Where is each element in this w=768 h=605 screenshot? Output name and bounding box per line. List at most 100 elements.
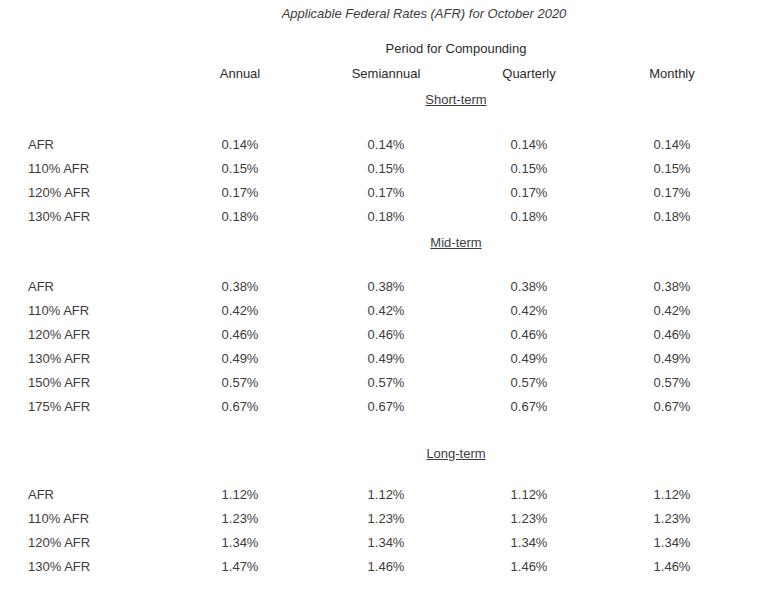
rate-cell: 1.47% bbox=[167, 554, 313, 578]
rate-cell: 1.34% bbox=[167, 530, 313, 554]
rate-cell: 1.46% bbox=[599, 554, 745, 578]
rate-cell: 0.14% bbox=[599, 132, 745, 156]
rate-cell: 0.17% bbox=[167, 180, 313, 204]
rate-cell: 0.49% bbox=[459, 346, 599, 370]
row-label: AFR bbox=[20, 132, 167, 156]
row-label: AFR bbox=[20, 482, 167, 506]
rate-cell: 0.15% bbox=[459, 156, 599, 180]
rate-cell: 1.23% bbox=[459, 506, 599, 530]
rate-cell: 0.17% bbox=[599, 180, 745, 204]
rate-cell: 1.12% bbox=[167, 482, 313, 506]
rate-cell: 0.14% bbox=[313, 132, 459, 156]
empty-cell bbox=[20, 228, 167, 256]
table-row: 175% AFR 0.67% 0.67% 0.67% 0.67% bbox=[20, 394, 745, 418]
row-label: 150% AFR bbox=[20, 370, 167, 394]
rate-cell: 0.18% bbox=[459, 204, 599, 228]
row-label: 120% AFR bbox=[20, 530, 167, 554]
column-header-monthly: Monthly bbox=[599, 60, 745, 86]
empty-cell bbox=[20, 36, 167, 60]
rate-cell: 0.57% bbox=[459, 370, 599, 394]
rate-cell: 1.12% bbox=[313, 482, 459, 506]
rate-cell: 0.17% bbox=[313, 180, 459, 204]
rate-cell: 0.49% bbox=[167, 346, 313, 370]
page-title: Applicable Federal Rates (AFR) for Octob… bbox=[0, 6, 768, 22]
rate-cell: 0.57% bbox=[313, 370, 459, 394]
rate-cell: 0.49% bbox=[313, 346, 459, 370]
group-header: Period for Compounding bbox=[167, 36, 745, 60]
table-row: 130% AFR 0.18% 0.18% 0.18% 0.18% bbox=[20, 204, 745, 228]
section-header-short-term: Short-term bbox=[167, 86, 745, 112]
rate-cell: 1.12% bbox=[459, 482, 599, 506]
rate-cell: 0.15% bbox=[313, 156, 459, 180]
row-label: 130% AFR bbox=[20, 554, 167, 578]
table-row: 130% AFR 1.47% 1.46% 1.46% 1.46% bbox=[20, 554, 745, 578]
rate-cell: 0.38% bbox=[167, 274, 313, 298]
empty-cell bbox=[20, 440, 167, 466]
rate-cell: 0.17% bbox=[459, 180, 599, 204]
spacer-row bbox=[20, 256, 745, 274]
rate-cell: 1.23% bbox=[167, 506, 313, 530]
empty-cell bbox=[20, 60, 167, 86]
rate-cell: 1.23% bbox=[313, 506, 459, 530]
rate-cell: 0.46% bbox=[459, 322, 599, 346]
afr-table: Period for Compounding Annual Semiannual… bbox=[20, 36, 745, 578]
rate-cell: 0.18% bbox=[313, 204, 459, 228]
section-header-long-term-label: Long-term bbox=[426, 446, 485, 461]
rate-cell: 1.12% bbox=[599, 482, 745, 506]
row-label: 130% AFR bbox=[20, 346, 167, 370]
row-label: 175% AFR bbox=[20, 394, 167, 418]
table-row: 110% AFR 1.23% 1.23% 1.23% 1.23% bbox=[20, 506, 745, 530]
table-row: AFR 1.12% 1.12% 1.12% 1.12% bbox=[20, 482, 745, 506]
rate-cell: 0.67% bbox=[459, 394, 599, 418]
rate-cell: 0.42% bbox=[167, 298, 313, 322]
table-row: 110% AFR 0.42% 0.42% 0.42% 0.42% bbox=[20, 298, 745, 322]
rate-cell: 0.46% bbox=[599, 322, 745, 346]
row-label: 120% AFR bbox=[20, 180, 167, 204]
section-header-mid-term-label: Mid-term bbox=[430, 235, 481, 250]
row-label: 110% AFR bbox=[20, 506, 167, 530]
empty-cell bbox=[20, 86, 167, 112]
rate-cell: 0.42% bbox=[313, 298, 459, 322]
section-header-short-term-label: Short-term bbox=[425, 92, 486, 107]
rate-cell: 0.57% bbox=[599, 370, 745, 394]
rate-cell: 0.49% bbox=[599, 346, 745, 370]
spacer-row bbox=[20, 418, 745, 440]
column-header-semiannual: Semiannual bbox=[313, 60, 459, 86]
table-row: AFR 0.14% 0.14% 0.14% 0.14% bbox=[20, 132, 745, 156]
section-header-mid-term: Mid-term bbox=[167, 228, 745, 256]
rate-cell: 1.46% bbox=[313, 554, 459, 578]
spacer-row bbox=[20, 466, 745, 482]
rate-cell: 0.14% bbox=[459, 132, 599, 156]
table-row: 130% AFR 0.49% 0.49% 0.49% 0.49% bbox=[20, 346, 745, 370]
rate-cell: 0.38% bbox=[313, 274, 459, 298]
rate-cell: 0.14% bbox=[167, 132, 313, 156]
rate-cell: 0.42% bbox=[599, 298, 745, 322]
row-label: 110% AFR bbox=[20, 156, 167, 180]
rate-cell: 0.15% bbox=[599, 156, 745, 180]
table-row: 110% AFR 0.15% 0.15% 0.15% 0.15% bbox=[20, 156, 745, 180]
rate-cell: 0.38% bbox=[599, 274, 745, 298]
rate-cell: 0.67% bbox=[313, 394, 459, 418]
rate-cell: 0.46% bbox=[167, 322, 313, 346]
rate-cell: 1.34% bbox=[599, 530, 745, 554]
column-header-annual: Annual bbox=[167, 60, 313, 86]
rate-cell: 1.34% bbox=[459, 530, 599, 554]
rate-cell: 0.57% bbox=[167, 370, 313, 394]
rate-cell: 0.42% bbox=[459, 298, 599, 322]
rate-cell: 0.18% bbox=[167, 204, 313, 228]
rate-cell: 0.18% bbox=[599, 204, 745, 228]
spacer-row bbox=[20, 112, 745, 132]
table-row: 120% AFR 0.46% 0.46% 0.46% 0.46% bbox=[20, 322, 745, 346]
row-label: 130% AFR bbox=[20, 204, 167, 228]
section-header-long-term: Long-term bbox=[167, 440, 745, 466]
table-row: AFR 0.38% 0.38% 0.38% 0.38% bbox=[20, 274, 745, 298]
rate-cell: 1.23% bbox=[599, 506, 745, 530]
table-row: 150% AFR 0.57% 0.57% 0.57% 0.57% bbox=[20, 370, 745, 394]
row-label: 120% AFR bbox=[20, 322, 167, 346]
rate-cell: 0.38% bbox=[459, 274, 599, 298]
rate-cell: 0.46% bbox=[313, 322, 459, 346]
rate-cell: 0.67% bbox=[599, 394, 745, 418]
column-header-quarterly: Quarterly bbox=[459, 60, 599, 86]
rate-cell: 1.46% bbox=[459, 554, 599, 578]
row-label: 110% AFR bbox=[20, 298, 167, 322]
